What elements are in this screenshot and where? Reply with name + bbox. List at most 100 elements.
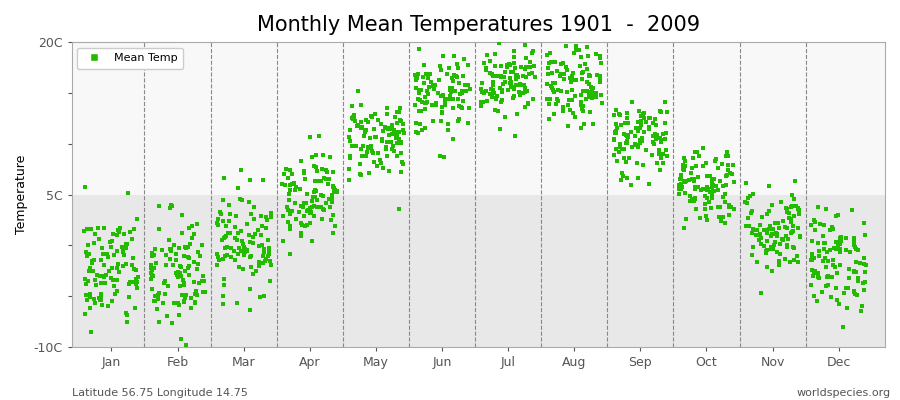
- Point: [649, 122, 663, 129]
- Point: [419, 71, 434, 77]
- Point: [486, 87, 500, 94]
- Point: [176, 280, 191, 286]
- Point: [166, 262, 180, 268]
- Point: [119, 245, 133, 251]
- Point: [518, 85, 532, 91]
- Point: [583, 109, 598, 115]
- Point: [434, 93, 448, 100]
- Point: [390, 120, 404, 126]
- Point: [186, 279, 201, 286]
- Point: [106, 252, 121, 258]
- Point: [751, 227, 765, 233]
- Point: [222, 211, 237, 218]
- Point: [418, 124, 432, 131]
- Point: [621, 120, 635, 126]
- Point: [572, 46, 586, 53]
- Point: [420, 91, 435, 97]
- Point: [682, 176, 697, 183]
- Point: [489, 95, 503, 101]
- Title: Monthly Mean Temperatures 1901  -  2009: Monthly Mean Temperatures 1901 - 2009: [256, 15, 700, 35]
- Point: [784, 216, 798, 222]
- Point: [256, 253, 270, 259]
- Point: [176, 277, 190, 283]
- Point: [107, 282, 122, 289]
- Point: [390, 132, 404, 138]
- Point: [653, 135, 668, 141]
- Point: [418, 100, 433, 106]
- Point: [696, 186, 710, 193]
- Point: [582, 90, 597, 96]
- Point: [181, 265, 195, 272]
- Point: [643, 123, 657, 130]
- Point: [765, 230, 779, 237]
- Point: [302, 205, 317, 212]
- Point: [320, 180, 335, 187]
- Point: [411, 90, 426, 96]
- Point: [590, 72, 604, 78]
- Point: [450, 96, 464, 102]
- Point: [219, 233, 233, 239]
- Point: [644, 152, 659, 158]
- Point: [855, 302, 869, 309]
- Point: [854, 308, 868, 314]
- Point: [780, 242, 795, 248]
- Point: [323, 154, 338, 160]
- Point: [554, 61, 568, 67]
- Point: [678, 190, 692, 196]
- Point: [592, 53, 607, 60]
- Point: [244, 210, 258, 217]
- Point: [633, 125, 647, 131]
- Point: [556, 106, 571, 112]
- Point: [300, 222, 314, 228]
- Point: [492, 85, 507, 92]
- Point: [645, 133, 660, 139]
- Point: [677, 178, 691, 184]
- Point: [293, 203, 308, 210]
- Point: [104, 244, 118, 250]
- Point: [361, 119, 375, 126]
- Point: [454, 104, 468, 110]
- Point: [654, 137, 669, 143]
- Point: [447, 87, 462, 94]
- Point: [368, 134, 382, 140]
- Point: [105, 265, 120, 272]
- Point: [173, 270, 187, 276]
- Point: [727, 179, 742, 185]
- Point: [502, 74, 517, 81]
- Point: [436, 52, 450, 59]
- Point: [672, 176, 687, 182]
- Point: [676, 162, 690, 168]
- Point: [417, 62, 431, 68]
- Point: [443, 85, 457, 91]
- Point: [354, 146, 368, 152]
- Point: [150, 292, 165, 298]
- Point: [547, 111, 562, 117]
- Point: [829, 285, 843, 291]
- Point: [616, 173, 630, 179]
- Point: [784, 230, 798, 236]
- Point: [762, 226, 777, 233]
- Point: [566, 70, 580, 76]
- Point: [365, 150, 380, 156]
- Point: [774, 198, 788, 205]
- Point: [678, 155, 692, 161]
- Point: [249, 268, 264, 275]
- Point: [380, 139, 394, 145]
- Point: [721, 153, 735, 159]
- Point: [94, 290, 108, 297]
- Point: [364, 144, 379, 150]
- Point: [648, 130, 662, 137]
- Point: [164, 246, 178, 252]
- Point: [435, 104, 449, 110]
- Point: [129, 267, 143, 274]
- Point: [375, 165, 390, 171]
- Point: [320, 168, 334, 175]
- Point: [724, 203, 739, 210]
- Point: [234, 166, 248, 173]
- Point: [434, 118, 448, 124]
- Point: [725, 171, 740, 177]
- Point: [152, 226, 166, 232]
- Point: [713, 178, 727, 184]
- Point: [687, 198, 701, 204]
- Point: [705, 180, 719, 186]
